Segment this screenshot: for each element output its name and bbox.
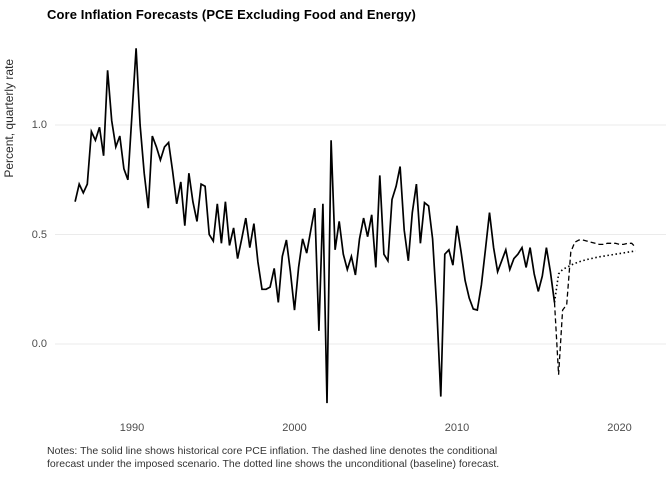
historical-line [74,48,556,404]
chart-notes: Notes: The solid line shows historical c… [47,445,499,471]
notes-line-1: Notes: The solid line shows historical c… [47,445,498,457]
x-tick-label: 1990 [119,422,145,434]
x-tick-label: 2010 [444,422,470,434]
y-tick-label: 0.5 [31,228,47,241]
conditional-forecast-line [553,239,637,375]
x-tick-label: 2020 [607,422,632,434]
baseline-forecast-line [553,250,636,303]
notes-line-2: forecast under the imposed scenario. The… [47,458,500,470]
x-tick-label: 2000 [282,422,307,434]
chart-title: Core Inflation Forecasts (PCE Excluding … [47,7,416,22]
y-tick-label: 1.0 [31,119,47,131]
y-tick-label: 0.0 [31,338,47,350]
